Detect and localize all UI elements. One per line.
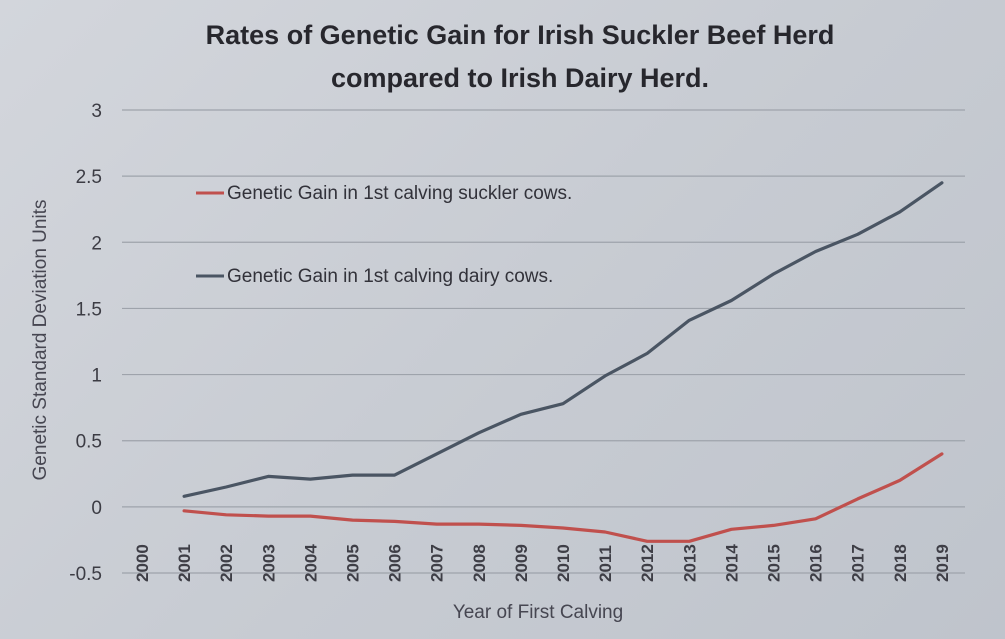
- dairy-series-line: [182, 181, 944, 498]
- x-tick-label: 2007: [428, 544, 447, 582]
- x-tick-label: 2017: [849, 544, 868, 582]
- x-tick-label: 2001: [175, 544, 194, 582]
- x-axis-title: Year of First Calving: [453, 602, 623, 623]
- y-axis-title: Genetic Standard Deviation Units: [30, 200, 51, 481]
- chart-title: Rates of Genetic Gain for Irish Suckler …: [206, 20, 835, 50]
- x-tick-label: 2013: [680, 544, 699, 582]
- x-tick-label: 2011: [596, 545, 615, 582]
- x-tick-label: 2014: [722, 544, 741, 582]
- y-tick-label: 1: [91, 366, 102, 387]
- x-tick-label: 2003: [259, 544, 278, 582]
- x-tick-label: 2005: [344, 544, 363, 582]
- y-tick-label: 2.5: [76, 167, 102, 188]
- legend-label: Genetic Gain in 1st calving dairy cows.: [227, 266, 553, 287]
- y-tick-label: 1.5: [76, 299, 102, 320]
- x-tick-label: 2009: [512, 544, 531, 582]
- x-tick-label: 2010: [554, 544, 573, 582]
- x-tick-label: 2008: [470, 544, 489, 582]
- y-tick-label: -0.5: [69, 564, 102, 585]
- gridlines: [122, 109, 965, 574]
- chart-subtitle: compared to Irish Dairy Herd.: [331, 63, 709, 93]
- x-tick-label: 2002: [217, 544, 236, 582]
- series-lines: [182, 181, 944, 543]
- y-tick-label: 3: [91, 101, 102, 122]
- legend-label: Genetic Gain in 1st calving suckler cows…: [227, 183, 572, 204]
- y-tick-label: 0.5: [76, 432, 102, 453]
- x-tick-label: 2016: [807, 544, 826, 582]
- x-tick-label: 2018: [891, 544, 910, 582]
- x-tick-label: 2012: [638, 544, 657, 582]
- x-axis-ticks: 2000 2001 2002 2003 2004 2005 2006 2007 2008 2009…: [133, 544, 952, 582]
- x-tick-label: 2000: [133, 544, 152, 582]
- x-tick-label: 2006: [386, 544, 405, 582]
- x-tick-label: 2015: [765, 544, 784, 582]
- y-tick-label: 2: [91, 233, 102, 254]
- legend: Genetic Gain in 1st calving suckler cows…: [196, 183, 572, 287]
- x-tick-label: 2004: [301, 544, 320, 582]
- y-axis-ticks: -0.5 0 0.5 1 1.5 2 2.5 3: [69, 101, 102, 585]
- y-tick-label: 0: [91, 498, 102, 519]
- suckler-series-line: [182, 452, 944, 543]
- x-tick-label: 2019: [933, 544, 952, 582]
